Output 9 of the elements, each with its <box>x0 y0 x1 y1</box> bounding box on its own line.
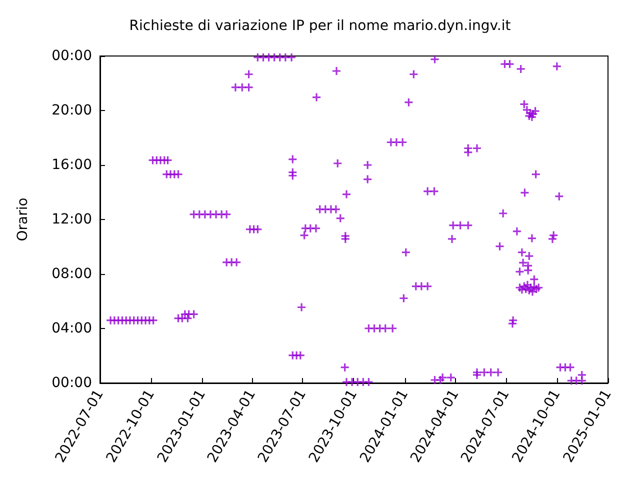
chart-title: Richieste di variazione IP per il nome mario.dyn.ingv.it <box>129 18 512 34</box>
y-tick-label: 00:00 <box>52 48 92 64</box>
y-tick-label: 12:00 <box>52 212 92 228</box>
y-tick-label: 20:00 <box>52 102 92 118</box>
y-tick-label: 04:00 <box>52 320 92 336</box>
y-tick-label: 08:00 <box>52 266 92 282</box>
y-tick-label: 00:00 <box>52 375 92 391</box>
y-tick-label: 16:00 <box>52 157 92 173</box>
y-axis-title: Orario <box>15 198 31 242</box>
